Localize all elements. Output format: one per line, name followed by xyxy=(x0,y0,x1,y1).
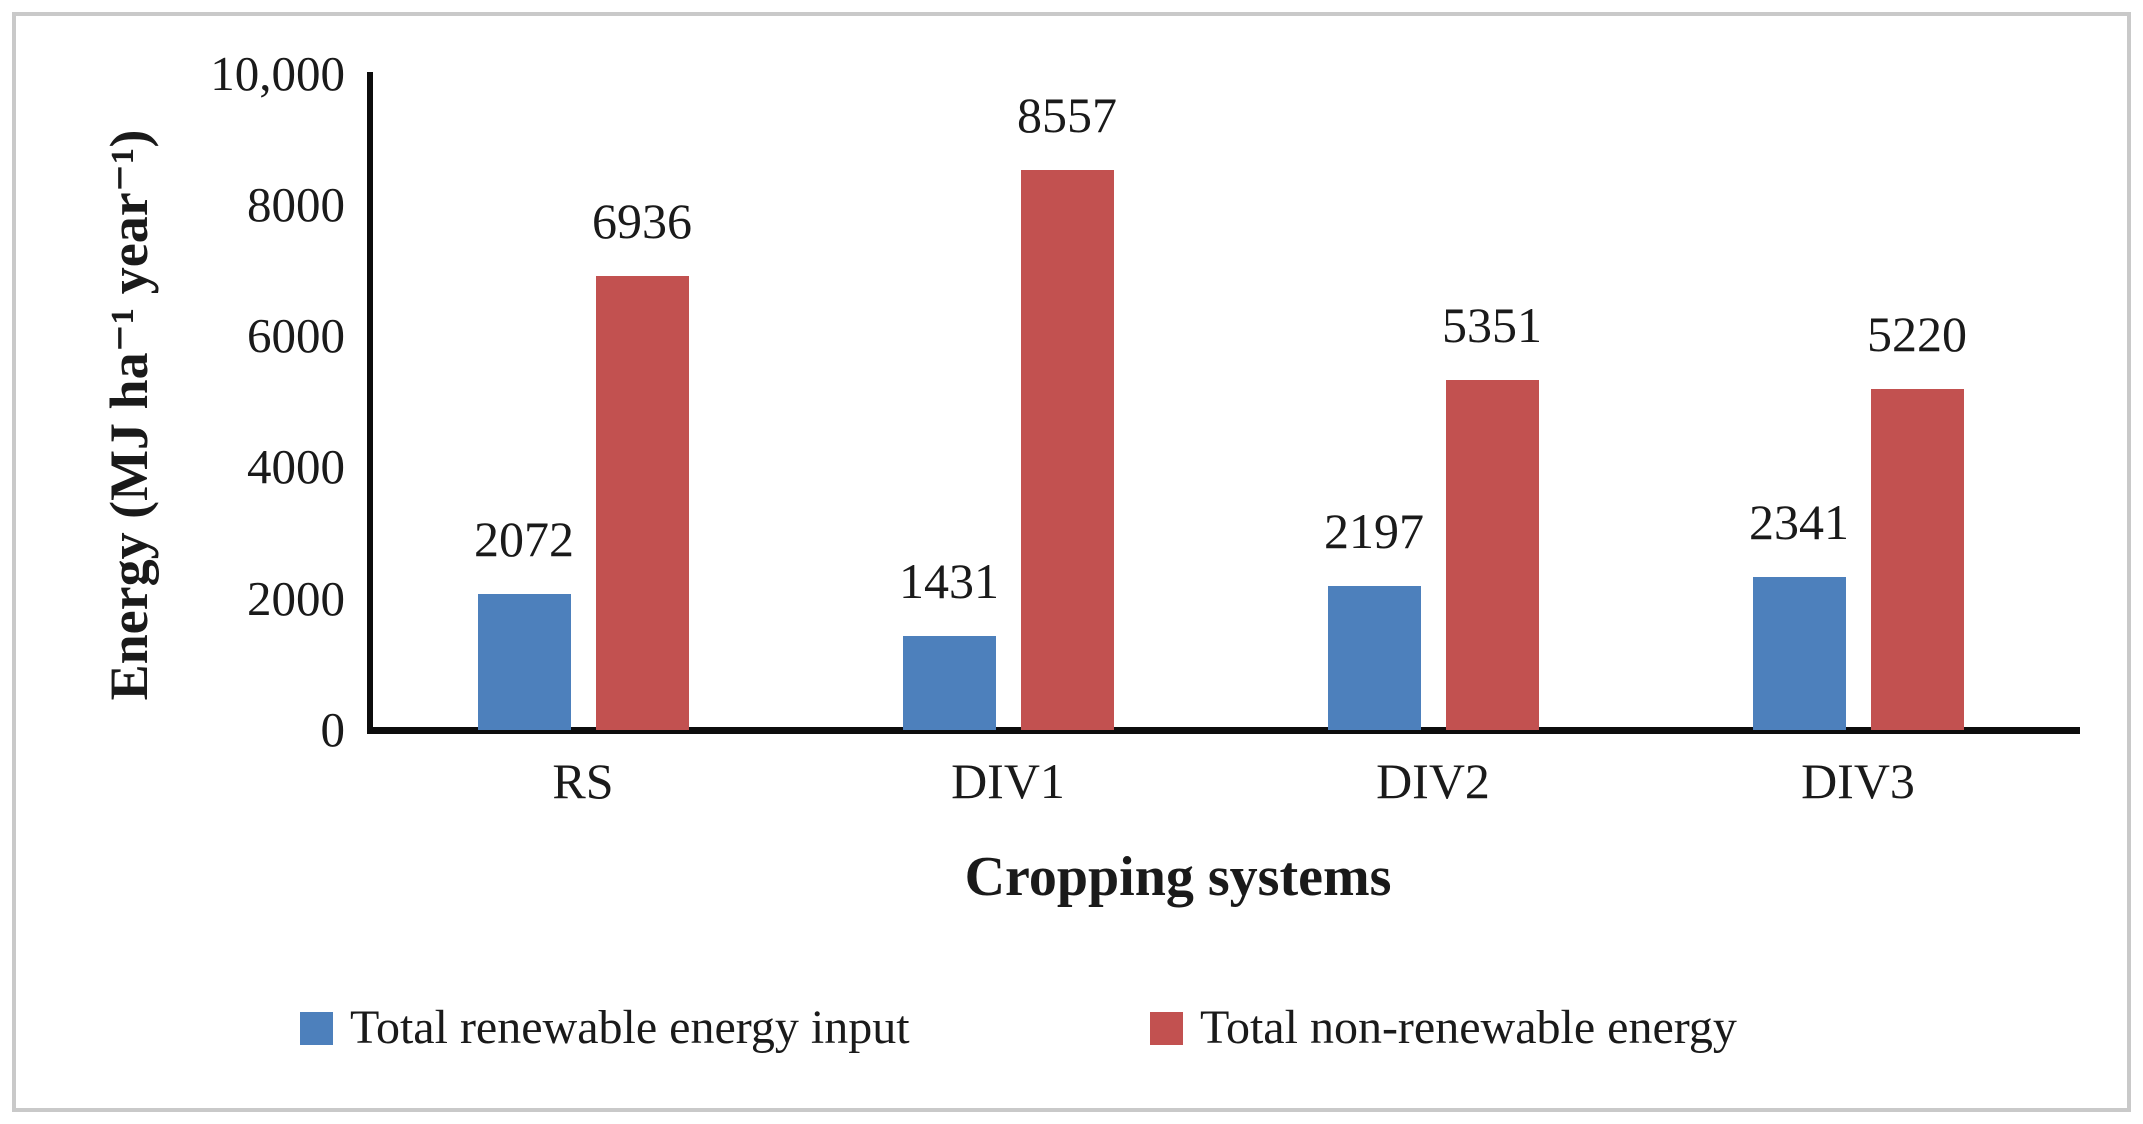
category-label-rs: RS xyxy=(552,753,614,809)
category-label-div2: DIV2 xyxy=(1376,753,1490,809)
bar-nonrenewable-div2 xyxy=(1445,380,1539,730)
data-label-nonrenewable-div1: 8557 xyxy=(1017,87,1117,143)
data-label-nonrenewable-div3: 5220 xyxy=(1867,306,1967,362)
legend-item-nonrenewable: Total non-renewable energy xyxy=(1150,998,1737,1058)
legend-swatch-nonrenewable-icon xyxy=(1150,1011,1183,1045)
data-label-nonrenewable-rs: 6936 xyxy=(592,193,692,249)
y-tick-0: 0 xyxy=(320,702,346,757)
data-label-renewable-div2: 2197 xyxy=(1324,503,1424,559)
y-tick-2000: 2000 xyxy=(247,571,345,626)
x-axis-line xyxy=(367,727,2080,734)
x-axis-title: Cropping systems xyxy=(964,846,1392,908)
y-tick-8000: 8000 xyxy=(247,177,345,232)
data-label-renewable-rs: 2072 xyxy=(474,511,574,567)
category-label-div1: DIV1 xyxy=(951,753,1065,809)
data-label-nonrenewable-div2: 5351 xyxy=(1442,297,1542,353)
bar-renewable-rs xyxy=(477,594,571,730)
y-tick-6000: 6000 xyxy=(247,308,345,363)
y-tick-4000: 4000 xyxy=(247,439,345,494)
bar-nonrenewable-div3 xyxy=(1870,389,1964,730)
y-tick-10000: 10,000 xyxy=(210,46,345,101)
category-label-div3: DIV3 xyxy=(1801,753,1915,809)
y-axis-line xyxy=(367,72,373,733)
data-label-renewable-div1: 1431 xyxy=(899,553,999,609)
legend-item-renewable: Total renewable energy input xyxy=(300,998,910,1058)
data-label-renewable-div3: 2341 xyxy=(1749,494,1849,550)
bar-renewable-div3 xyxy=(1752,577,1846,730)
bar-renewable-div1 xyxy=(902,636,996,730)
bar-nonrenewable-div1 xyxy=(1020,170,1114,730)
bar-renewable-div2 xyxy=(1327,586,1421,730)
bar-nonrenewable-rs xyxy=(595,276,689,730)
legend-label-nonrenewable: Total non-renewable energy xyxy=(1200,1001,1737,1054)
legend-label-renewable: Total renewable energy input xyxy=(350,1001,910,1054)
legend-swatch-renewable-icon xyxy=(300,1011,333,1045)
